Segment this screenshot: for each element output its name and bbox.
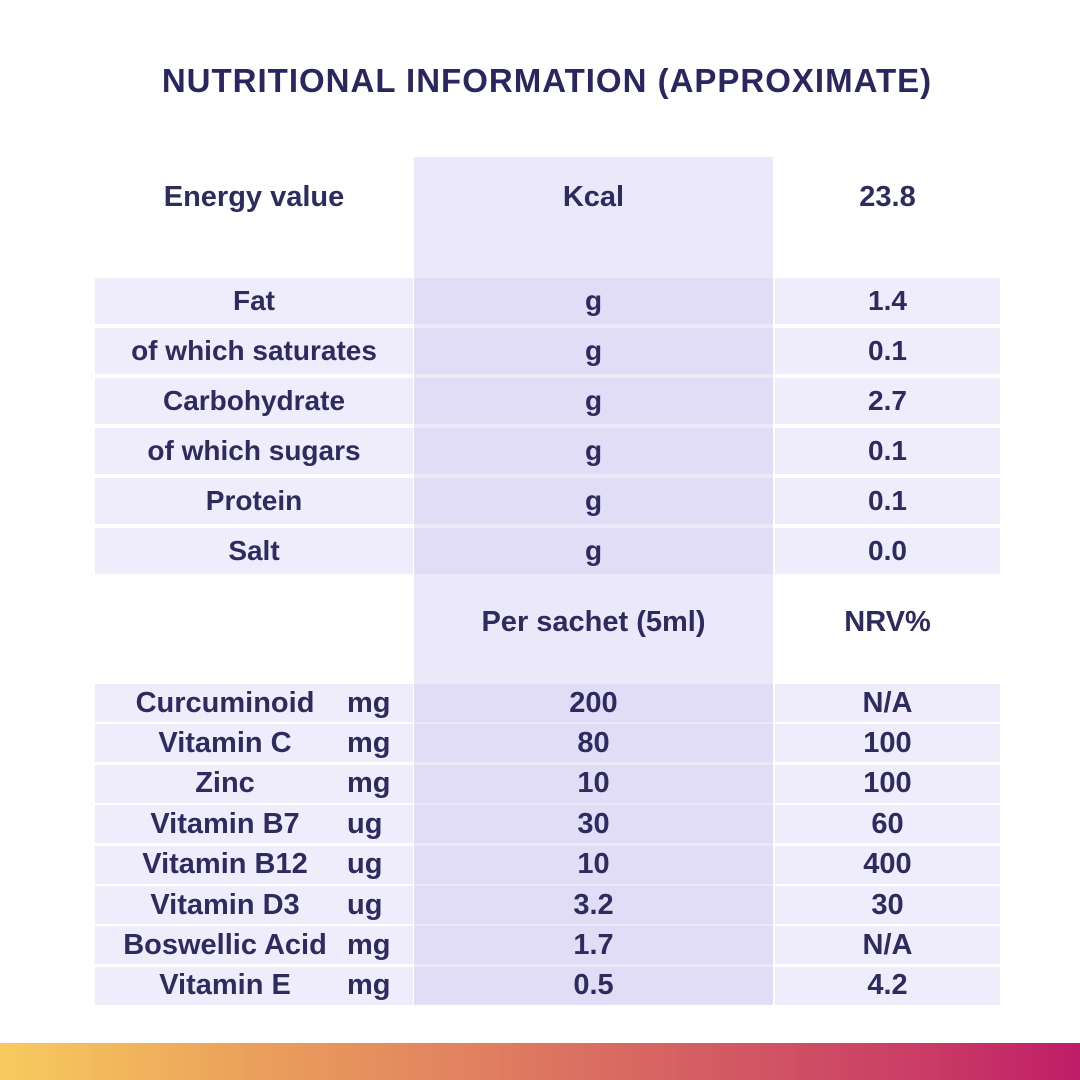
micronutrient-name: Curcuminoid — [135, 686, 315, 719]
micronutrient-nrv: N/A — [775, 684, 1000, 722]
micronutrient-amount: 3.2 — [414, 886, 773, 924]
nutrient-value: 0.0 — [775, 528, 1000, 574]
macro-row: Salt g 0.0 — [95, 528, 1000, 574]
micronutrient-nrv: N/A — [775, 926, 1000, 965]
micronutrient-amount: 80 — [414, 724, 773, 763]
nutrient-label: Carbohydrate — [95, 378, 413, 424]
energy-row: Energy value Kcal 23.8 — [95, 157, 1000, 237]
nutrient-unit: g — [414, 278, 773, 324]
micronutrient-label-cell: Vitamin B12 ug — [95, 845, 413, 884]
micronutrient-row: Vitamin B7 ug 30 60 — [95, 805, 1000, 844]
macro-row: of which sugars g 0.1 — [95, 428, 1000, 474]
micronutrient-label-cell: Vitamin E mg — [95, 966, 413, 1005]
micronutrient-amount: 200 — [414, 684, 773, 722]
micronutrient-name: Vitamin E — [159, 969, 291, 1002]
micronutrient-row: Zinc mg 10 100 — [95, 764, 1000, 803]
micronutrient-unit: ug — [347, 807, 383, 840]
nutrient-label: of which saturates — [95, 328, 413, 374]
micronutrient-amount: 1.7 — [414, 926, 773, 965]
macro-row: Fat g 1.4 — [95, 278, 1000, 324]
micronutrient-nrv: 60 — [775, 805, 1000, 844]
micronutrient-label-cell: Zinc mg — [95, 764, 413, 803]
nutrient-label: Salt — [95, 528, 413, 574]
energy-unit: Kcal — [562, 180, 625, 213]
micronutrient-amount: 10 — [414, 845, 773, 884]
micronutrient-nrv: 4.2 — [775, 966, 1000, 1005]
nutrient-label: Fat — [95, 278, 413, 324]
per-sachet-header: Per sachet (5ml) — [481, 606, 706, 638]
nrv-header: NRV% — [844, 606, 931, 638]
micro-header-row: Per sachet (5ml) NRV% — [95, 580, 1000, 665]
micronutrient-nrv: 100 — [775, 764, 1000, 803]
micronutrient-name: Vitamin C — [158, 726, 292, 759]
micronutrient-label-cell: Curcuminoid mg — [95, 684, 413, 722]
micronutrient-row: Vitamin E mg 0.5 4.2 — [95, 966, 1000, 1005]
micronutrient-nrv: 100 — [775, 724, 1000, 763]
nutrient-unit: g — [414, 378, 773, 424]
energy-value: 23.8 — [859, 180, 916, 213]
micronutrient-row: Curcuminoid mg 200 N/A — [95, 684, 1000, 722]
micronutrient-unit: mg — [347, 928, 391, 961]
micronutrient-amount: 10 — [414, 764, 773, 803]
macro-row: Carbohydrate g 2.7 — [95, 378, 1000, 424]
micronutrient-unit: ug — [347, 848, 383, 881]
micronutrient-label-cell: Vitamin B7 ug — [95, 805, 413, 844]
micronutrient-name: Boswellic Acid — [123, 928, 327, 961]
energy-label: Energy value — [163, 180, 345, 213]
nutrient-unit: g — [414, 328, 773, 374]
micronutrient-row: Vitamin D3 ug 3.2 30 — [95, 886, 1000, 924]
micronutrient-label-cell: Vitamin C mg — [95, 724, 413, 763]
nutrient-unit: g — [414, 428, 773, 474]
micronutrient-row: Boswellic Acid mg 1.7 N/A — [95, 926, 1000, 965]
macro-row: Protein g 0.1 — [95, 478, 1000, 524]
nutrient-unit: g — [414, 528, 773, 574]
nutrient-value: 0.1 — [775, 328, 1000, 374]
gradient-footer-bar — [0, 1043, 1080, 1080]
page-title: NUTRITIONAL INFORMATION (APPROXIMATE) — [161, 62, 933, 99]
micronutrient-name: Vitamin D3 — [150, 888, 300, 921]
nutrient-value: 0.1 — [775, 478, 1000, 524]
micronutrient-unit: mg — [347, 767, 391, 800]
micronutrient-label-cell: Vitamin D3 ug — [95, 886, 413, 924]
micronutrient-name: Vitamin B12 — [142, 848, 308, 881]
nutrient-unit: g — [414, 478, 773, 524]
nutrient-value: 1.4 — [775, 278, 1000, 324]
nutrient-label: Protein — [95, 478, 413, 524]
nutrient-value: 0.1 — [775, 428, 1000, 474]
micronutrient-unit: mg — [347, 726, 391, 759]
micronutrient-nrv: 30 — [775, 886, 1000, 924]
micronutrient-nrv: 400 — [775, 845, 1000, 884]
nutrient-label: of which sugars — [95, 428, 413, 474]
micronutrient-row: Vitamin C mg 80 100 — [95, 724, 1000, 763]
micronutrient-amount: 30 — [414, 805, 773, 844]
micronutrient-unit: mg — [347, 686, 391, 719]
micronutrient-amount: 0.5 — [414, 966, 773, 1005]
micronutrient-unit: ug — [347, 888, 383, 921]
micronutrient-row: Vitamin B12 ug 10 400 — [95, 845, 1000, 884]
micronutrient-name: Vitamin B7 — [150, 807, 300, 840]
macro-row: of which saturates g 0.1 — [95, 328, 1000, 374]
micronutrient-name: Zinc — [195, 767, 255, 800]
nutrient-value: 2.7 — [775, 378, 1000, 424]
micronutrient-label-cell: Boswellic Acid mg — [95, 926, 413, 965]
micronutrient-unit: mg — [347, 969, 391, 1002]
